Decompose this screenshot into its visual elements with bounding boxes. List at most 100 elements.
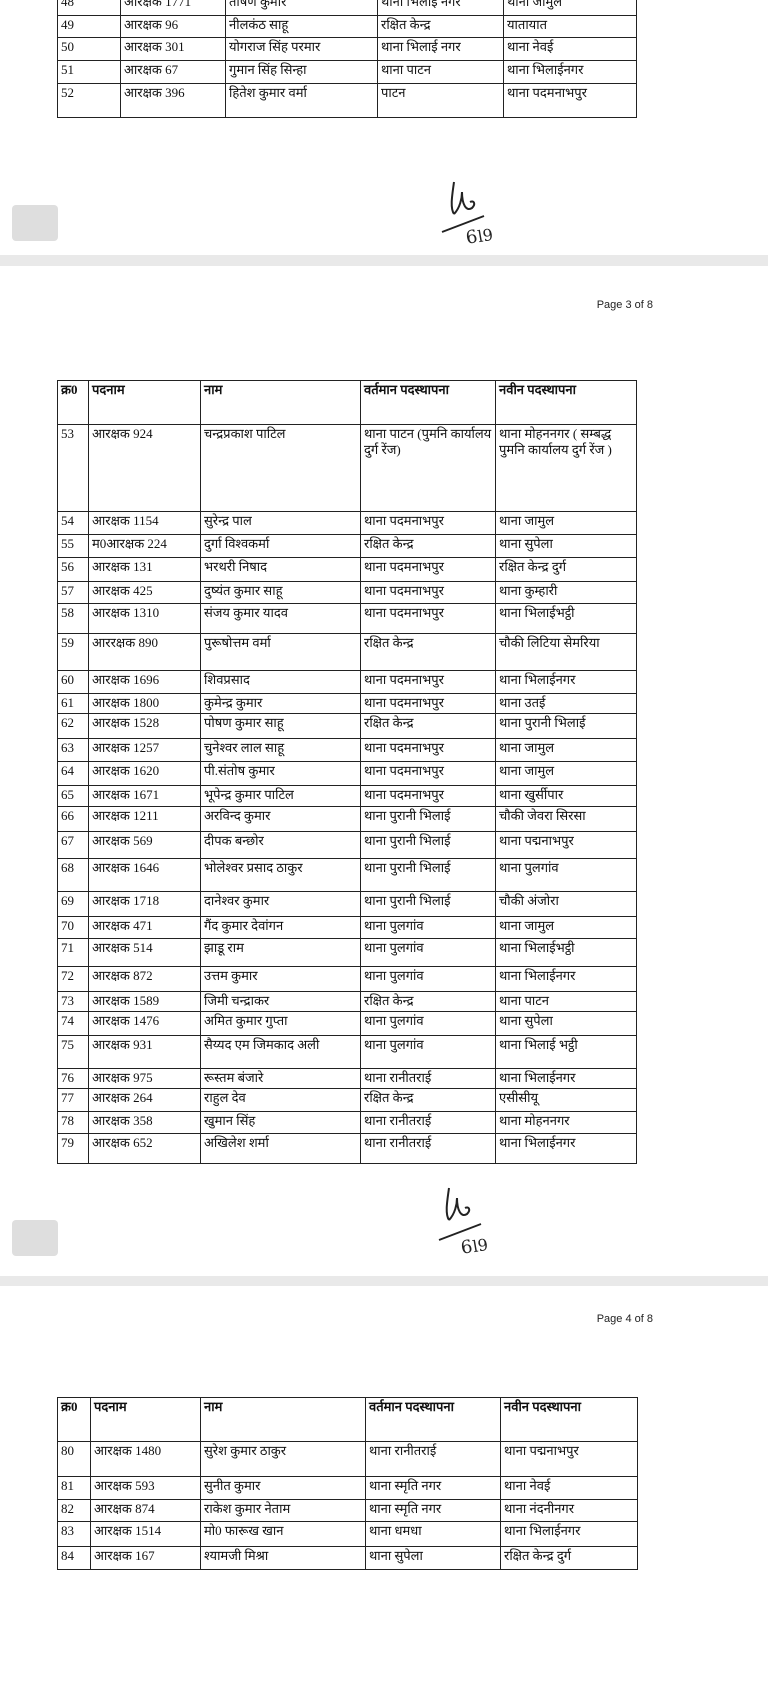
- table-row: 68 आरक्षक 1646 भोलेश्वर प्रसाद ठाकुर थाना प…: [57, 858, 637, 892]
- current-posting-cell: थाना भिलाई नगर: [377, 37, 504, 61]
- serial-cell: 83: [57, 1521, 91, 1547]
- current-posting-cell: थाना पदमनाभपुर: [360, 693, 496, 714]
- page-3: Page 3 of 8 क्र0 पदनाम नाम वर्तमान पदस्थापन…: [0, 266, 768, 1276]
- table-row: 52 आरक्षक 396 हितेश कुमार वर्मा पाटन थाना पद…: [57, 83, 637, 118]
- current-posting-cell: थाना रानीतराई: [365, 1441, 501, 1477]
- serial-cell: 82: [57, 1499, 91, 1522]
- new-posting-cell: थाना भिलाईनगर: [500, 1521, 638, 1547]
- serial-cell: 51: [57, 60, 121, 84]
- column-header: पदनाम: [88, 380, 201, 425]
- new-posting-cell: थाना कुम्हारी: [495, 581, 637, 604]
- new-posting-cell: थाना मोहननगर: [495, 1111, 637, 1134]
- new-posting-cell: थाना नेवई: [503, 37, 637, 61]
- table-row: 77 आरक्षक 264 राहुल देव रक्षित केन्द्र एसीसी…: [57, 1088, 637, 1112]
- name-cell: संजय कुमार यादव: [200, 603, 361, 634]
- serial-cell: 62: [57, 713, 89, 739]
- name-cell: नीलकंठ साहू: [225, 15, 378, 38]
- name-cell: भोलेश्वर प्रसाद ठाकुर: [200, 858, 361, 892]
- name-cell: अमित कुमार गुप्ता: [200, 1011, 361, 1036]
- table-row: 57 आरक्षक 425 दुष्यंत कुमार साहू थाना पदमना…: [57, 581, 637, 604]
- name-cell: चुनेश्वर लाल साहू: [200, 738, 361, 762]
- new-posting-cell: थाना पद्मनाभपुर: [495, 831, 637, 859]
- serial-cell: 52: [57, 83, 121, 118]
- name-cell: हितेश कुमार वर्मा: [225, 83, 378, 118]
- current-posting-cell: थाना रानीतराई: [360, 1133, 496, 1164]
- serial-cell: 68: [57, 858, 89, 892]
- designation-cell: आरक्षक 1800: [88, 693, 201, 714]
- new-posting-cell: थाना पद्मनाभपुर: [500, 1441, 638, 1477]
- table-row: 80 आरक्षक 1480 सुरेश कुमार ठाकुर थाना रानीत…: [57, 1441, 638, 1477]
- serial-cell: 78: [57, 1111, 89, 1134]
- table-row: 79 आरक्षक 652 अखिलेश शर्मा थाना रानीतराई थान…: [57, 1133, 637, 1164]
- designation-cell: आरक्षक 975: [88, 1068, 201, 1089]
- designation-cell: आरक्षक 514: [88, 938, 201, 967]
- current-posting-cell: थाना रानीतराई: [360, 1068, 496, 1089]
- designation-cell: आरक्षक 67: [120, 60, 226, 84]
- designation-cell: आरक्षक 569: [88, 831, 201, 859]
- designation-cell: आरक्षक 1514: [90, 1521, 201, 1547]
- name-cell: सैय्यद एम जिमकाद अली: [200, 1035, 361, 1069]
- serial-cell: 77: [57, 1088, 89, 1112]
- designation-cell: आरक्षक 1528: [88, 713, 201, 739]
- table-row: 63 आरक्षक 1257 चुनेश्वर लाल साहू थाना पदमना…: [57, 738, 637, 762]
- current-posting-cell: थाना रानीतराई: [360, 1111, 496, 1134]
- new-posting-cell: थाना सुपेला: [495, 534, 637, 558]
- column-header: क्र0: [57, 1397, 91, 1442]
- serial-cell: 84: [57, 1546, 91, 1570]
- table-row: 66 आरक्षक 1211 अरविन्द कुमार थाना पुरानी भि…: [57, 806, 637, 832]
- table-row: 72 आरक्षक 872 उत्तम कुमार थाना पुलगांव थाना …: [57, 966, 637, 992]
- current-posting-cell: थाना पदमनाभपुर: [360, 670, 496, 694]
- designation-cell: आरक्षक 1696: [88, 670, 201, 694]
- new-posting-cell: थाना मोहननगर ( सम्बद्ध पुमनि कार्यालय दु…: [495, 424, 637, 512]
- table-row: 60 आरक्षक 1696 शिवप्रसाद थाना पदमनाभपुर थाना…: [57, 670, 637, 694]
- new-posting-cell: थाना पदमनाभपुर: [503, 83, 637, 118]
- current-posting-cell: थाना पाटन: [377, 60, 504, 84]
- table-row: 48 आरक्षक 1771 तोषण कुमार थाना भिलाई नगर थान…: [57, 0, 637, 16]
- name-cell: राहुल देव: [200, 1088, 361, 1112]
- name-cell: तोषण कुमार: [225, 0, 378, 16]
- name-cell: खुमान सिंह: [200, 1111, 361, 1134]
- current-posting-cell: थाना पुलगांव: [360, 1035, 496, 1069]
- svg-text:6: 6: [459, 1236, 474, 1259]
- new-posting-cell: थाना खुर्सीपार: [495, 785, 637, 807]
- designation-cell: आरक्षक 874: [90, 1499, 201, 1522]
- current-posting-cell: थाना पाटन (पुमनि कार्यालय दुर्ग रेंज): [360, 424, 496, 512]
- current-posting-cell: रक्षित केन्द्र: [360, 1088, 496, 1112]
- table-row: 67 आरक्षक 569 दीपक बन्छोर थाना पुरानी भिलाई…: [57, 831, 637, 859]
- new-posting-cell: थाना भिलाईनगर: [495, 670, 637, 694]
- serial-cell: 75: [57, 1035, 89, 1069]
- new-posting-cell: थाना उतई: [495, 693, 637, 714]
- table-row: 78 आरक्षक 358 खुमान सिंह थाना रानीतराई थाना …: [57, 1111, 637, 1134]
- new-posting-cell: थाना पुलगांव: [495, 858, 637, 892]
- designation-cell: आरक्षक 872: [88, 966, 201, 992]
- new-posting-cell: यातायात: [503, 15, 637, 38]
- designation-cell: आरक्षक 1646: [88, 858, 201, 892]
- designation-cell: आरक्षक 1620: [88, 761, 201, 786]
- table-row: 71 आरक्षक 514 झाडू राम थाना पुलगांव थाना भिल…: [57, 938, 637, 967]
- serial-cell: 69: [57, 891, 89, 917]
- new-posting-cell: थाना भिलाईनगर: [503, 60, 637, 84]
- current-posting-cell: थाना पुरानी भिलाई: [360, 831, 496, 859]
- designation-cell: आरक्षक 471: [88, 916, 201, 939]
- name-cell: दुर्गा विश्वकर्मा: [200, 534, 361, 558]
- column-header: नवीन पदस्थापना: [495, 380, 637, 425]
- designation-cell: आरक्षक 931: [88, 1035, 201, 1069]
- name-cell: जिमी चन्द्राकर: [200, 991, 361, 1012]
- current-posting-cell: पाटन: [377, 83, 504, 118]
- table-row: 64 आरक्षक 1620 पी.संतोष कुमार थाना पदमनाभपु…: [57, 761, 637, 786]
- serial-cell: 80: [57, 1441, 91, 1477]
- serial-cell: 72: [57, 966, 89, 992]
- new-posting-cell: थाना जामुल: [495, 738, 637, 762]
- serial-cell: 74: [57, 1011, 89, 1036]
- page-thumbnail-placeholder: [12, 1220, 58, 1256]
- current-posting-cell: थाना पुलगांव: [360, 938, 496, 967]
- current-posting-cell: रक्षित केन्द्र: [377, 15, 504, 38]
- transfer-table-page-2: 48 आरक्षक 1771 तोषण कुमार थाना भिलाई नगर थान…: [57, 0, 637, 118]
- designation-cell: आरक्षक 1154: [88, 511, 201, 535]
- table-row: 84 आरक्षक 167 श्यामजी मिश्रा थाना सुपेला रक्…: [57, 1546, 638, 1570]
- name-cell: गैंद कुमार देवांगन: [200, 916, 361, 939]
- designation-cell: आरक्षक 1480: [90, 1441, 201, 1477]
- svg-text:6: 6: [464, 226, 479, 248]
- table-row: 83 आरक्षक 1514 मो0 फारूख खान थाना धमधा थाना …: [57, 1521, 638, 1547]
- serial-cell: 67: [57, 831, 89, 859]
